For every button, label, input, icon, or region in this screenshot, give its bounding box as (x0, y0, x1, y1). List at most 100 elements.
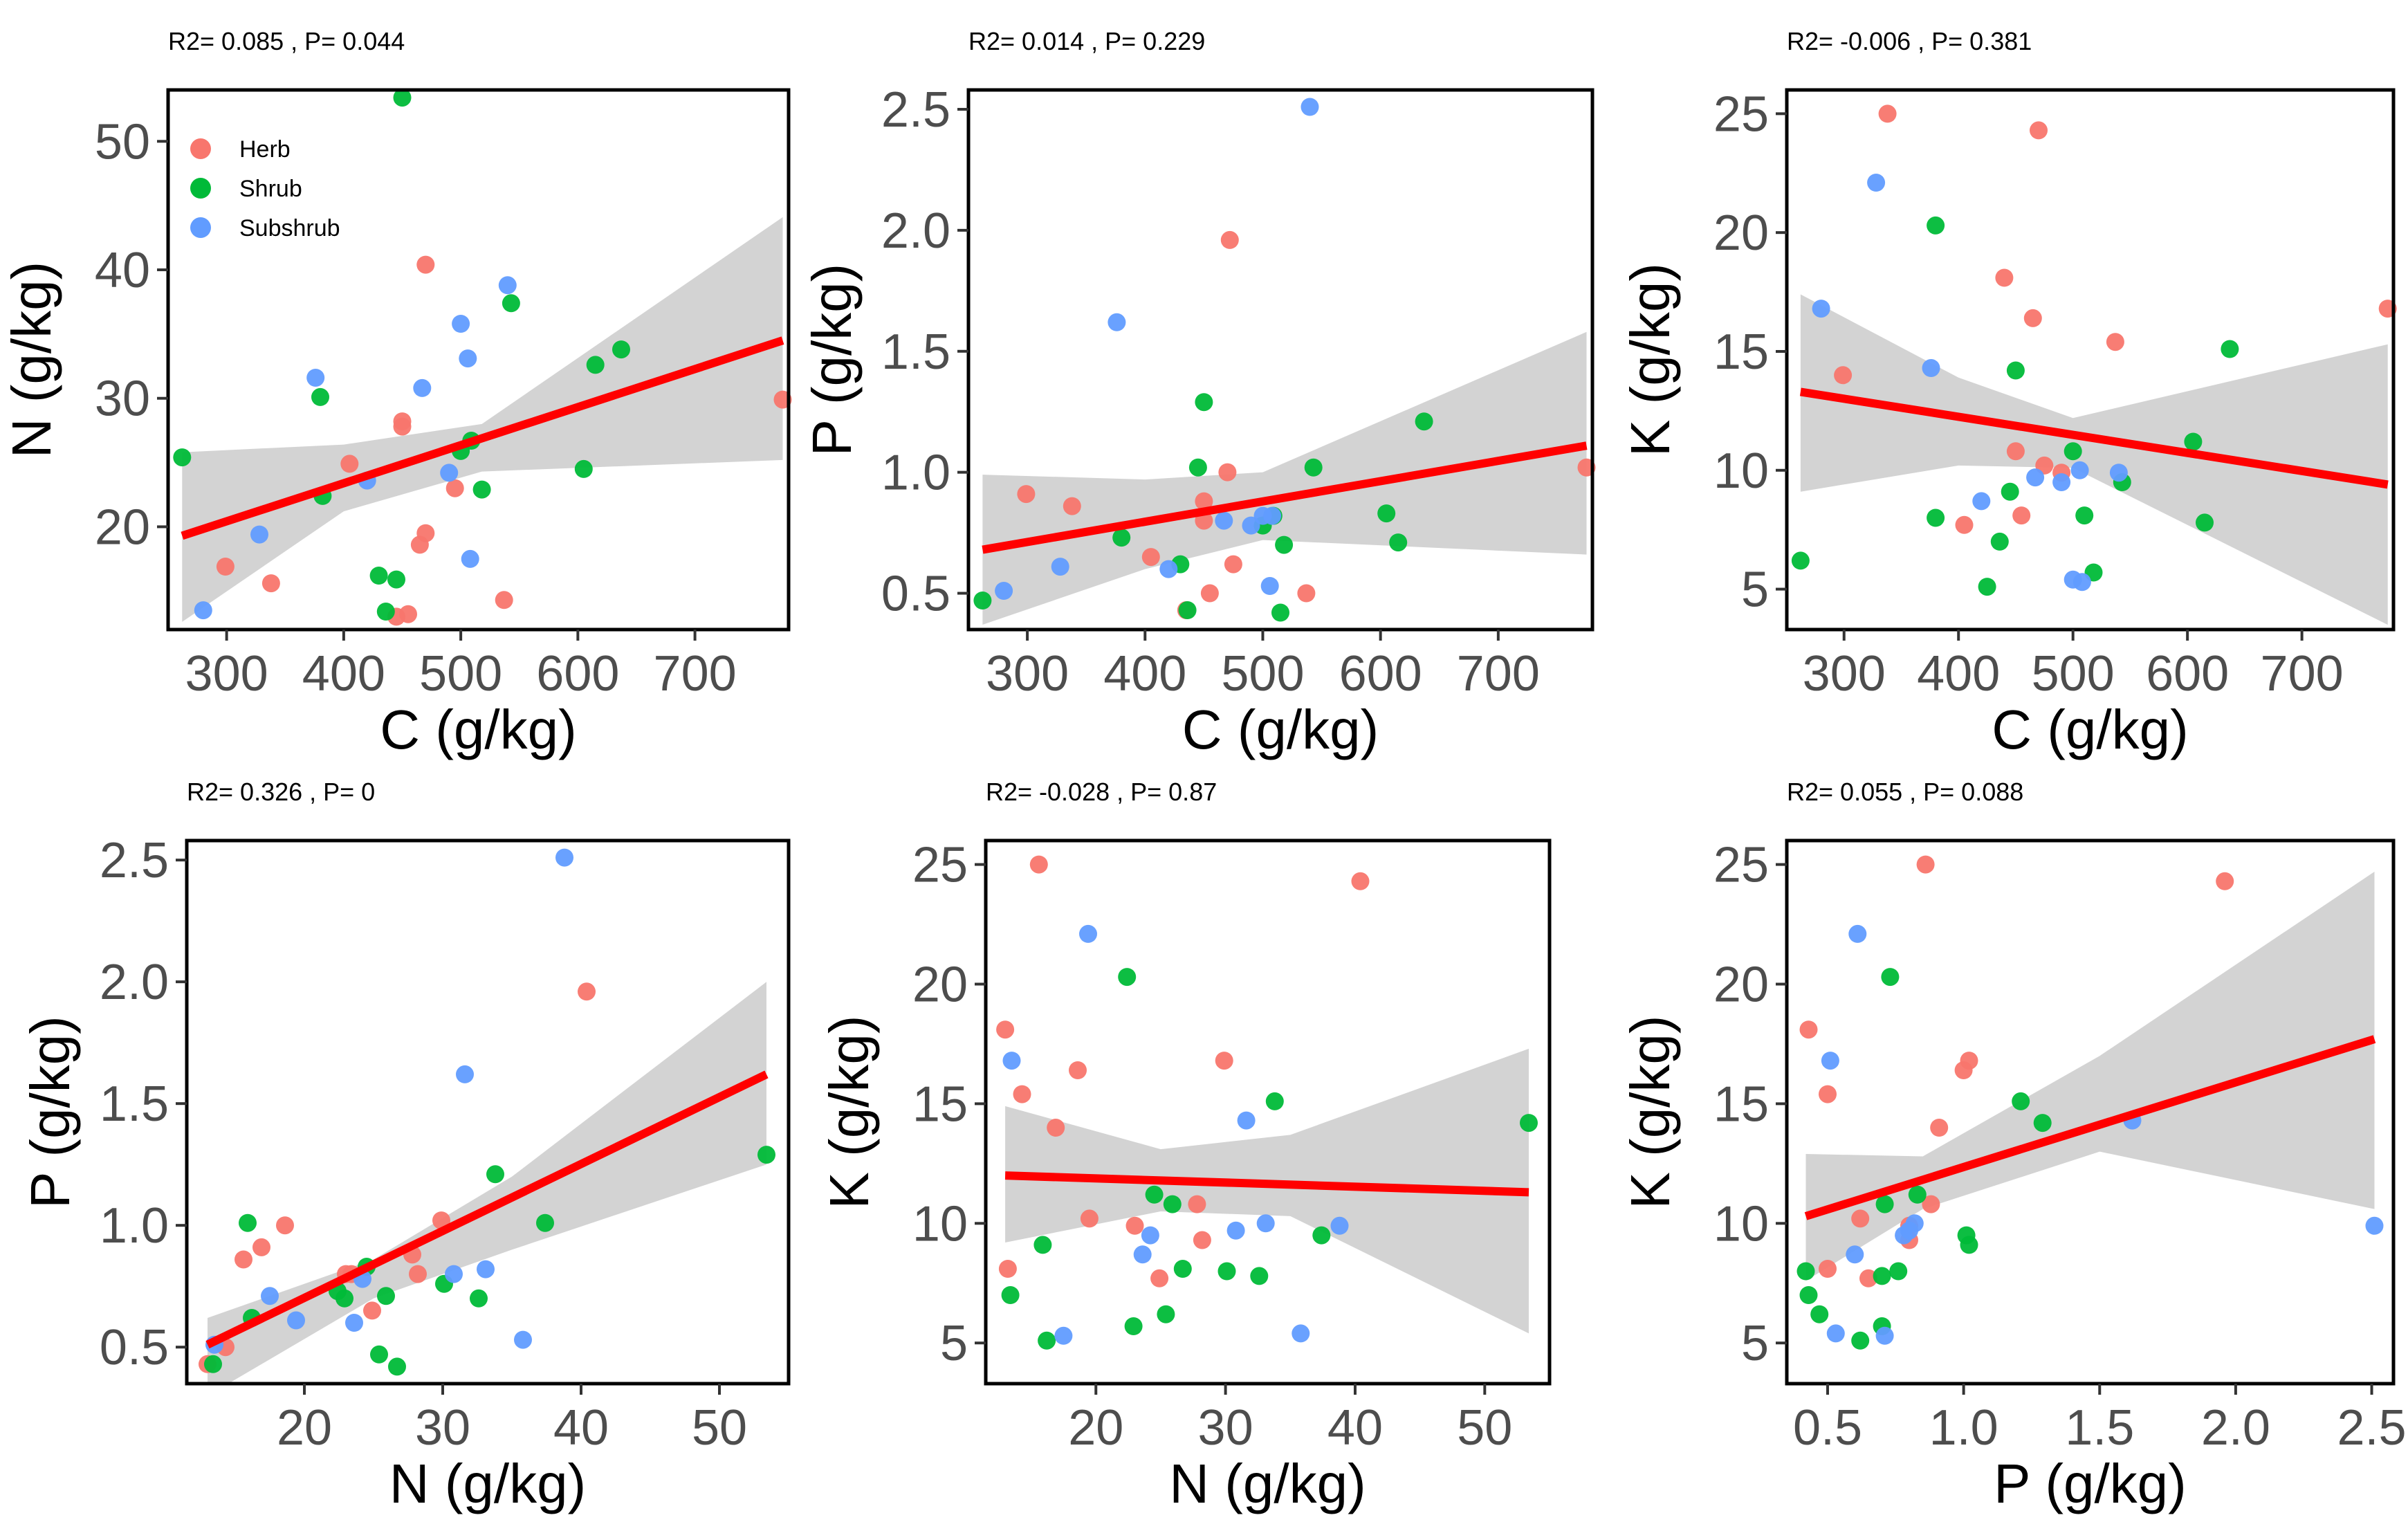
point-herb (252, 1238, 270, 1256)
x-tick-label: 20 (1068, 1400, 1123, 1456)
point-herb (2030, 121, 2048, 140)
y-tick-label: 15 (1713, 1076, 1769, 1132)
y-tick-label: 25 (1713, 86, 1769, 142)
point-shrub (1118, 968, 1137, 987)
x-axis-label: C (g/kg) (380, 699, 577, 760)
point-shrub (1796, 1262, 1815, 1281)
point-herb (1069, 1061, 1087, 1079)
point-shrub (1799, 1286, 1818, 1304)
chart-panel-1: R2= 0.085 , P= 0.044 300 400 500 600 700 20 30 4… (1, 27, 792, 760)
y-tick-label: 0.5 (881, 567, 950, 622)
y-tick-label: 2.5 (881, 82, 950, 138)
x-tick-label: 300 (1803, 646, 1886, 702)
x-tick-label: 30 (415, 1400, 470, 1456)
x-tick-label: 40 (553, 1400, 609, 1456)
point-subshrub (1848, 924, 1867, 943)
point-herb (1125, 1216, 1144, 1235)
x-tick-label: 700 (1457, 646, 1540, 702)
point-shrub (1978, 578, 1996, 596)
x-tick-label: 50 (692, 1400, 747, 1456)
point-subshrub (2026, 468, 2045, 487)
y-tick-label: 0.5 (100, 1320, 169, 1375)
point-shrub (1927, 216, 1945, 235)
point-subshrub (440, 464, 459, 482)
point-herb (1047, 1119, 1065, 1137)
chart-panel-3: R2= -0.006 , P= 0.381 300 400 500 600 700 5 10 1… (1619, 27, 2397, 760)
point-shrub (1851, 1331, 1870, 1350)
point-herb (216, 558, 235, 576)
chart-panel-2: R2= 0.014 , P= 0.229 300 400 500 600 700 0.5 1.… (801, 27, 1596, 760)
point-shrub (1124, 1317, 1143, 1335)
point-subshrub (1826, 1324, 1845, 1343)
y-axis-label: K (g/kg) (818, 1015, 880, 1209)
x-tick-label: 500 (419, 646, 502, 702)
y-tick-label: 5 (1741, 1316, 1769, 1371)
point-herb (1819, 1085, 1837, 1103)
point-herb (1193, 1231, 1211, 1249)
point-herb (235, 1250, 252, 1269)
point-shrub (204, 1355, 222, 1373)
x-axis-label: N (g/kg) (1169, 1453, 1366, 1514)
point-shrub (486, 1165, 504, 1184)
point-herb (2216, 872, 2234, 890)
point-shrub (574, 459, 593, 478)
point-subshrub (1972, 492, 1991, 511)
point-subshrub (514, 1330, 532, 1349)
point-shrub (1178, 601, 1197, 619)
point-shrub (1001, 1286, 1020, 1304)
point-herb (1013, 1085, 1031, 1103)
point-shrub (1889, 1262, 1908, 1281)
point-herb (340, 455, 359, 473)
point-subshrub (2109, 464, 2128, 482)
point-subshrub (459, 349, 477, 368)
y-tick-label: 2.0 (100, 955, 169, 1010)
panel-border (966, 88, 1594, 632)
point-herb (2012, 506, 2031, 525)
point-herb (416, 255, 435, 274)
point-shrub (1377, 504, 1396, 523)
point-shrub (336, 1289, 353, 1308)
x-tick-label: 20 (277, 1400, 332, 1456)
point-subshrub (1226, 1221, 1245, 1240)
point-herb (1017, 485, 1036, 504)
x-tick-label: 400 (1103, 646, 1186, 702)
point-shrub (2075, 506, 2094, 525)
point-subshrub (1141, 1226, 1159, 1245)
point-herb (1141, 548, 1160, 567)
confidence-band (982, 331, 1587, 625)
x-axis-label: P (g/kg) (1994, 1453, 2187, 1514)
stat-annotation: R2= 0.085 , P= 0.044 (168, 27, 405, 55)
point-shrub (1265, 1092, 1284, 1110)
regression-line (1004, 1171, 1529, 1197)
stat-annotation: R2= 0.014 , P= 0.229 (968, 27, 1205, 55)
legend-label-subshrub: Subshrub (239, 215, 340, 241)
y-axis-label: P (g/kg) (19, 1016, 81, 1209)
point-herb (445, 479, 464, 497)
point-herb (1218, 463, 1237, 482)
x-tick-label: 700 (2261, 646, 2344, 702)
panel-border (1785, 88, 2396, 632)
point-subshrub (2072, 573, 2091, 592)
point-shrub (1304, 458, 1323, 477)
point-shrub (612, 340, 630, 359)
point-subshrub (194, 601, 212, 620)
point-herb (1220, 230, 1239, 249)
confidence-band (208, 982, 766, 1384)
point-shrub (1312, 1226, 1331, 1245)
point-shrub (311, 387, 329, 406)
y-axis-label: N (g/kg) (1, 262, 62, 459)
point-shrub (1163, 1195, 1182, 1213)
point-herb (261, 574, 280, 593)
point-subshrub (1292, 1324, 1310, 1343)
point-subshrub (1215, 511, 1233, 530)
x-tick-label: 300 (185, 646, 268, 702)
point-shrub (1875, 1195, 1894, 1213)
point-herb (1834, 366, 1853, 385)
stat-annotation: R2= -0.006 , P= 0.381 (1787, 27, 2032, 55)
point-subshrub (456, 1065, 474, 1083)
point-shrub (369, 567, 388, 585)
point-shrub (1881, 968, 1900, 987)
point-shrub (1271, 603, 1289, 622)
y-axis-label: K (g/kg) (1619, 263, 1681, 457)
point-herb (1955, 515, 1974, 534)
